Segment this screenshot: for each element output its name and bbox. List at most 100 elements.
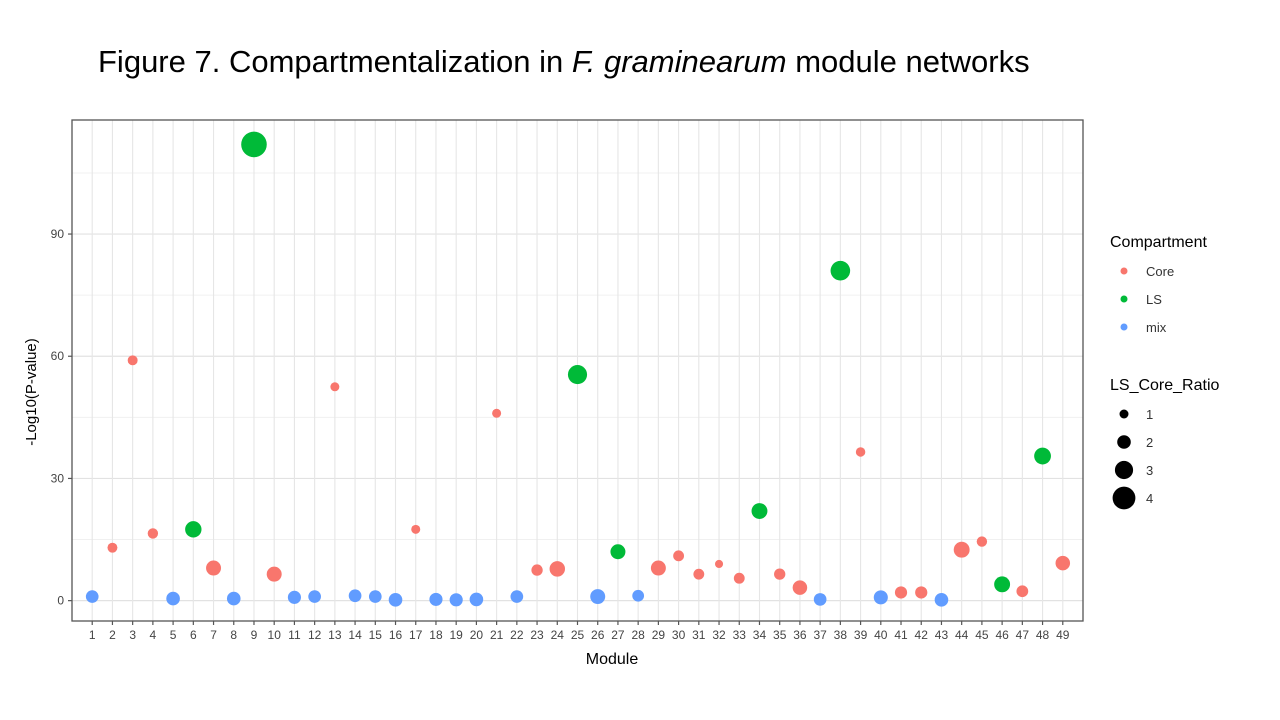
data-points — [85, 131, 1071, 607]
data-point-module-23 — [531, 564, 543, 576]
legend-size-key-2 — [1117, 435, 1131, 449]
legend-key-mix — [1120, 323, 1128, 331]
data-point-module-38 — [830, 260, 851, 281]
data-point-module-39 — [855, 447, 866, 457]
legend-compartment-title: Compartment — [1110, 234, 1207, 251]
x-tick-label: 10 — [268, 628, 282, 642]
data-point-module-5 — [166, 591, 180, 606]
x-axis-label: Module — [586, 651, 639, 668]
legend-label-mix: mix — [1146, 320, 1167, 335]
x-tick-label: 16 — [389, 628, 403, 642]
data-point-module-18 — [429, 592, 443, 606]
x-tick-label: 36 — [793, 628, 807, 642]
legend-size-label-1: 1 — [1146, 407, 1153, 422]
x-tick-label: 12 — [308, 628, 322, 642]
x-tick-label: 7 — [210, 628, 217, 642]
x-tick-label: 21 — [490, 628, 504, 642]
data-point-module-40 — [873, 590, 888, 605]
data-point-module-43 — [934, 593, 949, 607]
data-point-module-33 — [733, 572, 745, 584]
x-tick-label: 44 — [955, 628, 969, 642]
grid-lines — [72, 120, 1083, 621]
x-tick-label: 17 — [409, 628, 423, 642]
data-point-module-48 — [1034, 447, 1051, 465]
x-tick-label: 6 — [190, 628, 197, 642]
data-point-module-47 — [1016, 585, 1029, 598]
x-tick-label: 30 — [672, 628, 686, 642]
data-point-module-3 — [127, 355, 138, 366]
x-tick-label: 20 — [470, 628, 484, 642]
x-tick-label: 8 — [230, 628, 237, 642]
legend-size-key-3 — [1114, 460, 1134, 480]
x-tick-label: 38 — [834, 628, 848, 642]
data-point-module-11 — [287, 590, 301, 604]
x-tick-label: 40 — [874, 628, 888, 642]
data-point-module-20 — [469, 592, 484, 607]
x-tick-label: 25 — [571, 628, 585, 642]
data-point-module-41 — [894, 586, 908, 599]
data-point-module-22 — [510, 590, 524, 603]
y-axis-label: -Log10(P-value) — [23, 338, 40, 446]
data-point-module-10 — [266, 566, 282, 582]
x-tick-label: 43 — [935, 628, 949, 642]
x-tick-label: 18 — [429, 628, 443, 642]
data-point-module-8 — [226, 591, 241, 606]
y-tick-label: 60 — [51, 349, 65, 363]
x-tick-label: 28 — [631, 628, 645, 642]
data-point-module-19 — [449, 593, 463, 607]
x-tick-label: 4 — [150, 628, 157, 642]
legend-key-core — [1120, 267, 1128, 275]
figure-title: Figure 7. Compartmentalization in F. gra… — [98, 44, 1030, 80]
legend-key-ls — [1120, 295, 1128, 303]
data-point-module-24 — [549, 561, 566, 577]
data-point-module-14 — [348, 589, 362, 603]
data-point-module-44 — [953, 541, 970, 558]
data-point-module-34 — [751, 503, 768, 519]
figure-title-suffix: module networks — [786, 44, 1030, 79]
x-tick-label: 1 — [89, 628, 96, 642]
data-point-module-15 — [368, 590, 382, 603]
y-tick-label: 90 — [51, 227, 65, 241]
x-tick-label: 46 — [995, 628, 1009, 642]
x-tick-label: 32 — [712, 628, 726, 642]
data-point-module-30 — [673, 550, 685, 562]
data-point-module-7 — [206, 560, 222, 576]
data-point-module-13 — [330, 382, 340, 392]
legend: Compartment LS_Core_Ratio Core LS mix 1 2 3 4 — [1110, 234, 1220, 510]
data-point-module-46 — [994, 576, 1011, 593]
data-point-module-32 — [715, 559, 724, 569]
data-point-module-27 — [610, 544, 626, 560]
figure-title-species: F. graminearum — [571, 44, 787, 79]
data-point-module-12 — [308, 590, 321, 603]
x-tick-label: 2 — [109, 628, 116, 642]
data-point-module-37 — [813, 593, 827, 606]
x-tick-label: 24 — [551, 628, 565, 642]
data-point-module-36 — [792, 580, 808, 595]
x-tick-label: 45 — [975, 628, 989, 642]
x-tick-label: 41 — [894, 628, 908, 642]
x-tick-label: 19 — [450, 628, 464, 642]
x-tick-label: 31 — [692, 628, 706, 642]
data-point-module-21 — [492, 408, 502, 418]
legend-ratio-title: LS_Core_Ratio — [1110, 377, 1220, 394]
legend-size-label-2: 2 — [1146, 435, 1153, 450]
x-tick-label: 29 — [652, 628, 666, 642]
x-tick-label: 48 — [1036, 628, 1050, 642]
data-point-module-42 — [915, 586, 928, 599]
data-point-module-25 — [567, 365, 588, 385]
legend-size-label-3: 3 — [1146, 463, 1153, 478]
data-point-module-49 — [1055, 555, 1071, 571]
legend-label-core: Core — [1146, 264, 1174, 279]
x-tick-label: 47 — [1016, 628, 1030, 642]
x-tick-label: 3 — [129, 628, 136, 642]
x-tick-label: 34 — [753, 628, 767, 642]
x-tick-label: 11 — [288, 628, 301, 642]
data-point-module-35 — [774, 568, 786, 580]
x-tick-label: 5 — [170, 628, 177, 642]
data-point-module-1 — [85, 590, 99, 603]
data-point-module-4 — [147, 528, 159, 539]
data-point-module-2 — [107, 542, 118, 553]
figure-title-prefix: Figure 7. Compartmentalization in — [98, 44, 572, 79]
